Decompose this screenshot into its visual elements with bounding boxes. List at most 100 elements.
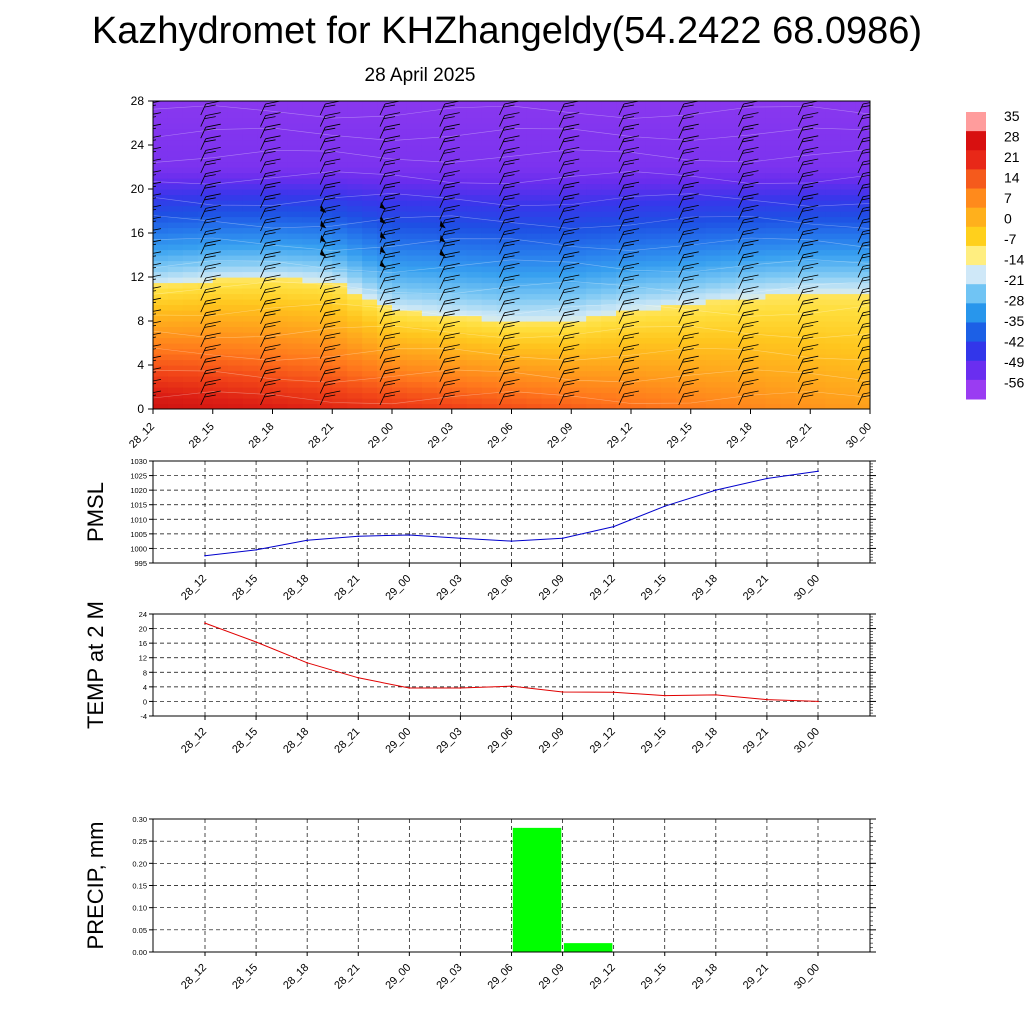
heatmap-cell [750,194,767,201]
heatmap-cell [750,271,767,278]
heatmap-cell [631,200,647,207]
heatmap-cell [556,282,572,289]
wind-barb [797,228,819,243]
heatmap-cell [421,134,438,141]
heatmap-cell [586,398,602,405]
heatmap-cell [765,134,781,141]
heatmap-cell [511,348,528,355]
heatmap-cell [825,337,841,344]
heatmap-cell [825,238,841,245]
wind-barb [738,332,759,348]
heatmap-cell [436,211,453,218]
heatmap-cell [765,398,781,405]
heatmap-cell [496,139,513,146]
heatmap-cell [795,112,811,119]
heatmap-cell [690,128,707,135]
heatmap-cell [257,304,274,311]
heatmap-cell [362,365,378,372]
heatmap-cell [840,398,856,405]
heatmap-cell [451,167,468,174]
heatmap-cell [451,337,468,344]
heatmap-cell [810,282,826,289]
heatmap-cell [810,398,826,405]
heatmap-cell [526,403,542,409]
heatmap-cell [153,117,169,124]
heatmap-cell [586,161,602,168]
heatmap-cell [810,288,826,295]
x-tick-label: 29_00 [383,726,413,756]
heatmap-cell [436,288,453,295]
heatmap-cell [675,387,692,394]
heatmap-cell [377,222,393,229]
heatmap-cell [586,387,602,394]
heatmap-cell [197,315,214,322]
heatmap-cell [392,321,408,328]
y-tick-label: 20 [139,625,147,634]
heatmap-cell [272,101,289,108]
heatmap-cell [451,227,468,234]
heatmap-cell [466,145,483,152]
wind-barb [857,102,870,116]
heatmap-cell [526,370,542,377]
heatmap-cell [795,117,811,124]
x-tick-label: 29_12 [588,573,618,603]
heatmap-cell [735,183,752,190]
heatmap-cell [242,200,259,207]
heatmap-cell [377,392,393,399]
heatmap-cell [571,337,587,344]
heatmap-cell [825,128,841,135]
heatmap-cell [347,315,363,322]
heatmap-cell [466,376,483,383]
heatmap-cell [586,106,602,113]
heatmap-cell [810,321,826,328]
wind-barb [618,181,640,197]
heatmap-cell [257,403,274,409]
heatmap-cell [601,282,617,289]
heatmap-cell [616,249,632,256]
heatmap-cell [795,178,811,185]
heatmap-cell [840,288,856,295]
heatmap-cell [750,392,767,399]
heatmap-cell [750,101,767,108]
heatmap-cell [302,337,318,344]
wind-barb [738,170,759,185]
heatmap-cell [705,189,722,196]
heatmap-cell [541,370,557,377]
heatmap-cell [720,310,737,317]
heatmap-cell [556,112,572,119]
heatmap-cell [167,321,184,328]
heatmap-cell [660,326,677,333]
heatmap-cell [302,238,318,245]
heatmap-cell [242,260,259,267]
heatmap-cell [675,123,692,130]
heatmap-cell [272,183,289,190]
wind-barb [738,239,759,255]
heatmap-cell [242,178,259,185]
heatmap-cell [212,288,229,295]
wind-barb [260,263,281,278]
heatmap-cell [421,200,438,207]
data-point [715,694,717,696]
heatmap-cell [795,288,811,295]
heatmap-cell [242,189,259,196]
heatmap-cell [392,244,408,251]
colorbar-segment [966,169,986,190]
heatmap-cell [481,299,498,306]
wind-barb [260,158,281,174]
heatmap-cell [153,266,169,273]
heatmap-cell [601,101,617,108]
heatmap-cell [660,365,677,372]
heatmap-cell [466,200,483,207]
heatmap-cell [421,101,438,108]
heatmap-cell [541,233,557,240]
heatmap-cell [720,271,737,278]
heatmap-cell [645,134,662,141]
heatmap-cell [496,359,513,366]
wind-barb [738,135,759,150]
heatmap-cell [167,222,184,229]
heatmap-cell [332,106,348,113]
heatmap-cell [571,134,587,141]
heatmap-cell [616,282,632,289]
wind-barb [558,286,580,301]
precip-bar [512,827,562,952]
